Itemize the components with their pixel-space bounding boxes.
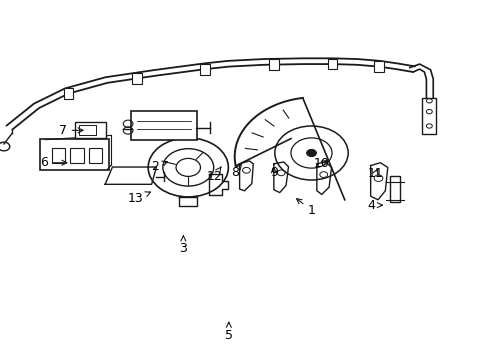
- Bar: [63, 88, 73, 99]
- Text: 6: 6: [40, 156, 67, 169]
- Text: 10: 10: [313, 157, 329, 170]
- Bar: [373, 61, 383, 72]
- Text: 11: 11: [367, 167, 383, 180]
- Text: 1: 1: [296, 199, 315, 217]
- Text: 12: 12: [206, 167, 222, 183]
- FancyBboxPatch shape: [70, 148, 83, 163]
- Circle shape: [306, 149, 316, 157]
- Text: 8: 8: [230, 165, 241, 179]
- FancyBboxPatch shape: [130, 111, 197, 140]
- FancyBboxPatch shape: [422, 98, 435, 134]
- Text: 9: 9: [269, 166, 277, 179]
- Text: 7: 7: [59, 124, 83, 137]
- Text: 3: 3: [179, 236, 187, 255]
- Bar: [327, 59, 337, 69]
- Text: 2: 2: [151, 160, 167, 173]
- Text: 4: 4: [367, 199, 382, 212]
- Bar: [132, 73, 142, 84]
- FancyBboxPatch shape: [79, 125, 96, 135]
- Bar: [268, 59, 278, 70]
- Text: 13: 13: [128, 192, 150, 205]
- FancyBboxPatch shape: [40, 139, 109, 170]
- FancyBboxPatch shape: [52, 148, 65, 163]
- FancyBboxPatch shape: [75, 122, 106, 138]
- Bar: [200, 64, 210, 75]
- FancyBboxPatch shape: [389, 176, 399, 202]
- FancyBboxPatch shape: [89, 148, 102, 163]
- Text: 5: 5: [224, 322, 232, 342]
